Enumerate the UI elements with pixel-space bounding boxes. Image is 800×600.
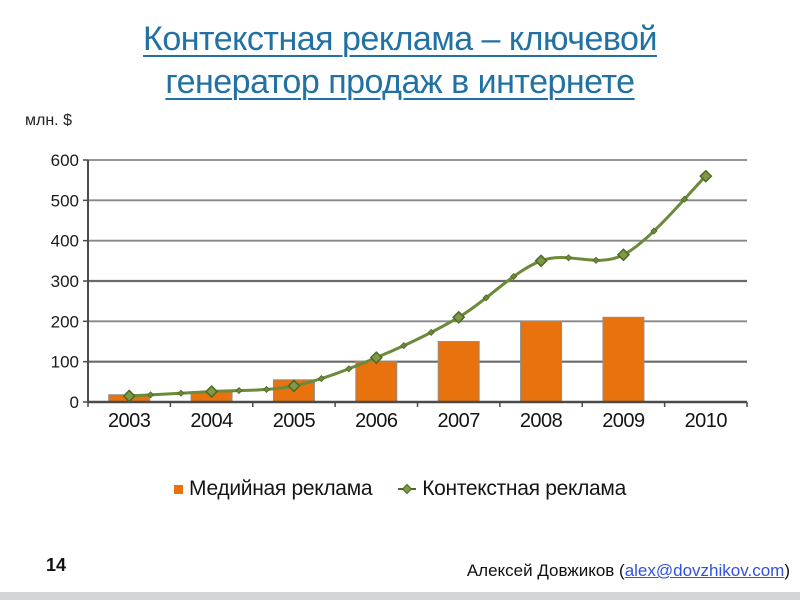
x-label-2003: 2003: [108, 410, 151, 432]
footer-close-paren: ): [784, 561, 790, 580]
marker-2010: [699, 169, 713, 183]
bar-2007: [437, 341, 480, 403]
marker-2003: [122, 389, 136, 403]
legend-label-display-ads: Медийная реклама: [189, 477, 373, 500]
y-tick-label-400: 400: [51, 232, 79, 251]
footer-credit: Алексей Довжиков (alex@dovzhikov.com): [467, 561, 790, 581]
x-label-2010: 2010: [685, 410, 728, 432]
minor-marker-2-1: [345, 365, 353, 373]
y-tick-label-200: 200: [51, 312, 79, 331]
bar-2005: [272, 379, 315, 403]
y-tick-label-500: 500: [51, 191, 79, 210]
bar-2006: [355, 361, 398, 403]
minor-marker-0-1: [177, 389, 185, 397]
slide-title-line2: генератор продаж в интернете: [165, 63, 635, 101]
minor-marker-5-1: [592, 256, 600, 264]
line-series-swatch-icon: [398, 483, 417, 495]
minor-marker-1-1: [262, 385, 271, 394]
x-label-2004: 2004: [190, 410, 233, 432]
legend-item-contextual-ads: Контекстная реклама: [398, 477, 626, 501]
minor-marker-4-1: [510, 272, 518, 281]
marker-2005: [287, 379, 301, 393]
slide-bottom-edge: [0, 592, 800, 600]
marker-2007: [452, 310, 466, 324]
minor-marker-3-0: [400, 342, 408, 350]
x-label-2005: 2005: [273, 410, 316, 432]
chart-legend: Медийная реклама Контекстная реклама: [0, 477, 800, 501]
minor-marker-3-1: [427, 328, 435, 336]
bar-2004: [190, 391, 233, 403]
y-tick-label-300: 300: [51, 272, 79, 291]
y-tick-label-600: 600: [51, 151, 79, 170]
x-label-2006: 2006: [355, 410, 398, 432]
minor-marker-5-0: [564, 254, 573, 262]
slide-page-number: 14: [46, 555, 67, 575]
legend-label-contextual-ads: Контекстная реклама: [422, 477, 626, 500]
bar-series-swatch-icon: [174, 484, 184, 494]
marker-2008: [534, 254, 548, 268]
minor-marker-4-0: [482, 294, 490, 302]
minor-marker-1-0: [235, 386, 243, 395]
bar-2003: [108, 394, 151, 403]
y-tick-label-0: 0: [70, 393, 79, 412]
footer-author-text: Алексей Довжиков (: [466, 561, 625, 580]
bar-2008: [520, 320, 563, 403]
minor-marker-6-1: [680, 195, 689, 203]
minor-marker-2-0: [317, 375, 325, 383]
legend-item-display-ads: Медийная реклама: [174, 477, 373, 501]
trend-line: [129, 175, 707, 398]
slide-title-line1: Контекстная реклама – ключевой: [143, 20, 657, 58]
x-label-2009: 2009: [602, 410, 645, 432]
minor-marker-0-0: [146, 391, 155, 399]
footer-email-link[interactable]: alex@dovzhikov.com: [624, 561, 785, 580]
x-label-2008: 2008: [520, 410, 563, 432]
slide-title: Контекстная реклама – ключевой генератор…: [0, 18, 800, 104]
x-label-2007: 2007: [437, 410, 480, 432]
y-axis-unit-label: млн. $: [25, 112, 72, 129]
minor-marker-6-0: [650, 227, 658, 235]
bar-2009: [602, 316, 645, 403]
marker-2004: [205, 384, 219, 399]
marker-2006: [369, 351, 383, 365]
y-tick-label-100: 100: [51, 353, 79, 372]
marker-2009: [616, 248, 630, 262]
